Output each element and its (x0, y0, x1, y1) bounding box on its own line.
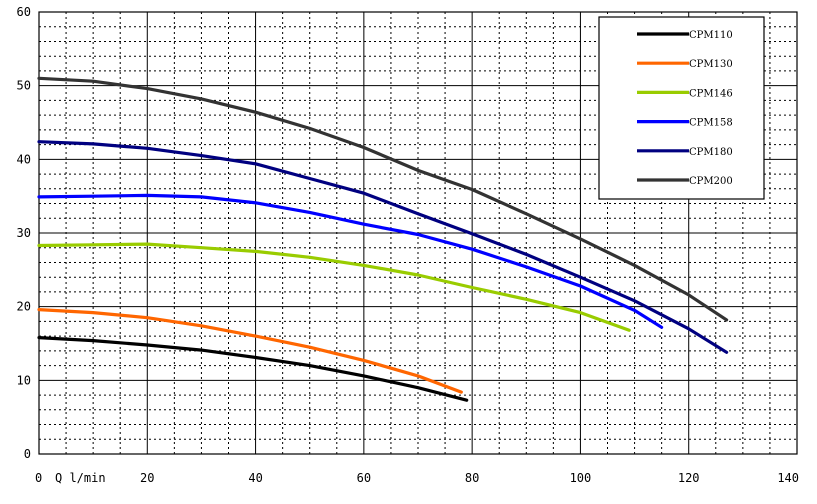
x-tick-label: 60 (357, 471, 371, 485)
legend-box (598, 16, 765, 200)
x-tick-label: 120 (678, 471, 700, 485)
legend-label-cpm158: CPM158 (689, 118, 733, 129)
plot-frame (38, 11, 798, 455)
series-line-cpm130 (37, 308, 463, 394)
legend-label-cpm130: CPM130 (689, 59, 733, 70)
x-tick-label: 0 (35, 471, 42, 485)
x-tick-label: 20 (140, 471, 154, 485)
legend-label-cpm110: CPM110 (689, 30, 733, 41)
x-axis-label: Q l/min (55, 471, 106, 485)
y-tick-label: 30 (17, 226, 31, 240)
series-line-cpm110 (37, 336, 469, 402)
y-tick-label: 60 (17, 5, 31, 19)
x-tick-label: 140 (777, 471, 799, 485)
y-tick-label: 50 (17, 79, 31, 93)
axes: 0 10 20 30 40 50 60 0 20 40 60 80 100 120 140 Q l/min (17, 5, 799, 485)
series-line-cpm200 (37, 76, 729, 322)
series-lines (37, 76, 729, 402)
series-line-cpm146 (37, 242, 631, 332)
y-tick-label: 20 (17, 300, 31, 314)
y-tick-label: 40 (17, 152, 31, 166)
y-tick-label: 10 (17, 373, 31, 387)
legend: CPM110 CPM130 CPM146 CPM158 CPM180 CPM200 (598, 16, 765, 200)
legend-label-cpm200: CPM200 (689, 176, 733, 187)
x-tick-label: 80 (465, 471, 479, 485)
legend-label-cpm180: CPM180 (689, 147, 733, 158)
y-tick-label: 0 (24, 447, 31, 461)
x-tick-label: 100 (570, 471, 592, 485)
x-tick-label: 40 (248, 471, 262, 485)
legend-label-cpm146: CPM146 (689, 88, 733, 99)
series-line-cpm158 (37, 193, 664, 329)
series-line-cpm180 (37, 140, 729, 354)
